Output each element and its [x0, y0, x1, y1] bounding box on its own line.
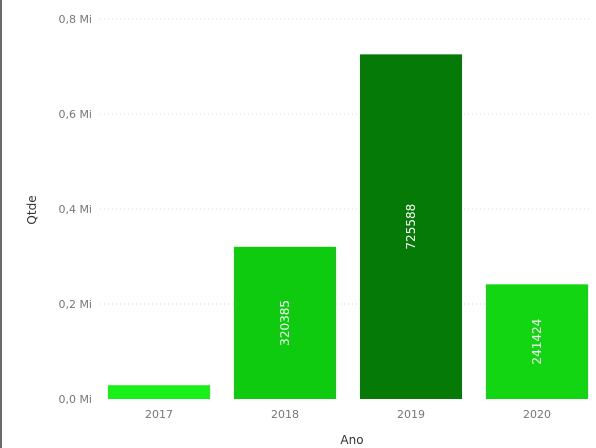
data-label: 241424 [530, 319, 544, 365]
bar-2020[interactable] [485, 284, 589, 399]
gridlines [100, 18, 590, 305]
y-tick-label: 0,0 Mi [58, 393, 92, 406]
y-axis-ticks: 0,0 Mi 0,2 Mi 0,4 Mi 0,6 Mi 0,8 Mi [58, 13, 92, 406]
x-tick-label: 2018 [271, 408, 299, 421]
y-tick-label: 0,2 Mi [58, 298, 92, 311]
data-labels: 320385 725588 241424 [278, 204, 544, 365]
x-tick-label: 2020 [523, 408, 551, 421]
bar-2017[interactable] [107, 385, 211, 399]
x-axis-title: Ano [340, 433, 363, 447]
x-tick-label: 2019 [397, 408, 425, 421]
data-label: 320385 [278, 300, 292, 346]
y-tick-label: 0,4 Mi [58, 203, 92, 216]
y-tick-label: 0,8 Mi [58, 13, 92, 26]
bar-2018[interactable] [233, 246, 337, 399]
x-tick-label: 2017 [145, 408, 173, 421]
left-frame-border [0, 0, 2, 448]
y-axis-title: Qtde [25, 195, 39, 224]
y-tick-label: 0,6 Mi [58, 108, 92, 121]
bars [107, 54, 589, 399]
data-label: 725588 [404, 204, 418, 250]
bar-2019[interactable] [359, 54, 463, 399]
x-axis-ticks: 2017 2018 2019 2020 [145, 408, 551, 421]
